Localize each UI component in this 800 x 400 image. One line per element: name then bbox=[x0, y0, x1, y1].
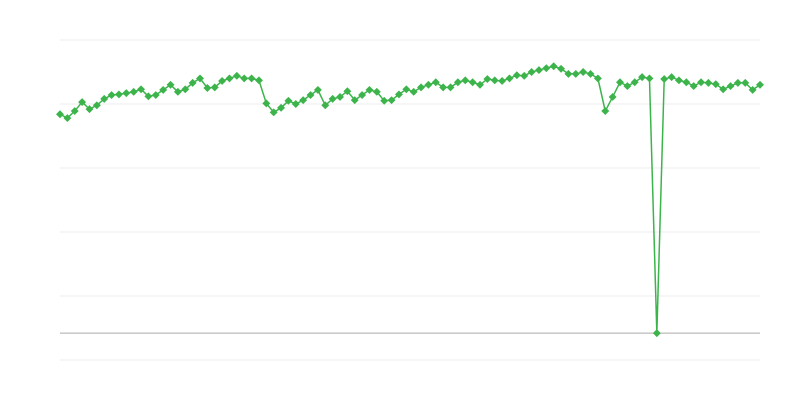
data-point bbox=[100, 94, 109, 103]
data-point bbox=[741, 78, 750, 87]
data-point bbox=[733, 78, 742, 87]
data-point bbox=[645, 74, 654, 83]
data-point bbox=[461, 76, 470, 85]
data-point bbox=[682, 78, 691, 87]
data-point bbox=[534, 66, 543, 75]
data-point bbox=[107, 91, 116, 99]
data-point bbox=[520, 71, 529, 80]
data-point bbox=[424, 80, 433, 89]
data-point bbox=[608, 93, 617, 101]
data-point bbox=[417, 83, 426, 92]
data-point bbox=[409, 87, 418, 96]
data-point bbox=[291, 100, 300, 108]
data-point bbox=[674, 76, 683, 85]
data-point bbox=[188, 78, 197, 87]
data-point bbox=[70, 107, 79, 115]
data-point bbox=[697, 78, 706, 87]
data-point bbox=[542, 64, 551, 73]
data-point bbox=[616, 78, 624, 87]
data-point bbox=[726, 82, 735, 91]
data-point bbox=[159, 85, 168, 94]
data-point bbox=[601, 107, 610, 115]
data-point bbox=[218, 77, 227, 85]
data-point bbox=[652, 329, 661, 338]
data-point bbox=[579, 68, 588, 76]
data-point bbox=[689, 82, 698, 91]
data-point bbox=[564, 69, 573, 78]
data-point bbox=[181, 85, 190, 94]
data-point bbox=[137, 85, 146, 94]
data-point bbox=[92, 101, 101, 110]
data-point bbox=[232, 71, 241, 80]
data-point bbox=[247, 74, 256, 83]
data-point bbox=[225, 74, 234, 83]
data-point bbox=[623, 82, 632, 91]
data-point bbox=[660, 75, 669, 83]
data-point bbox=[490, 76, 499, 85]
data-point bbox=[549, 62, 558, 71]
data-point bbox=[468, 78, 477, 87]
data-point bbox=[240, 74, 249, 83]
data-point bbox=[114, 90, 123, 99]
data-point bbox=[593, 74, 602, 83]
data-point bbox=[571, 69, 580, 78]
data-point bbox=[586, 69, 595, 78]
data-point bbox=[667, 73, 676, 82]
data-point bbox=[505, 74, 514, 83]
series-line bbox=[59, 65, 761, 334]
data-point bbox=[63, 114, 72, 123]
data-point bbox=[638, 73, 647, 82]
data-point bbox=[85, 105, 94, 114]
data-point bbox=[498, 77, 507, 85]
data-point bbox=[78, 98, 87, 107]
data-point bbox=[254, 76, 263, 85]
data-point bbox=[122, 89, 131, 98]
data-point bbox=[173, 87, 182, 96]
data-point bbox=[129, 87, 138, 96]
data-point bbox=[527, 68, 536, 76]
data-point bbox=[704, 78, 713, 87]
data-point bbox=[512, 71, 521, 80]
gridlines bbox=[60, 39, 760, 361]
data-point bbox=[56, 110, 64, 119]
